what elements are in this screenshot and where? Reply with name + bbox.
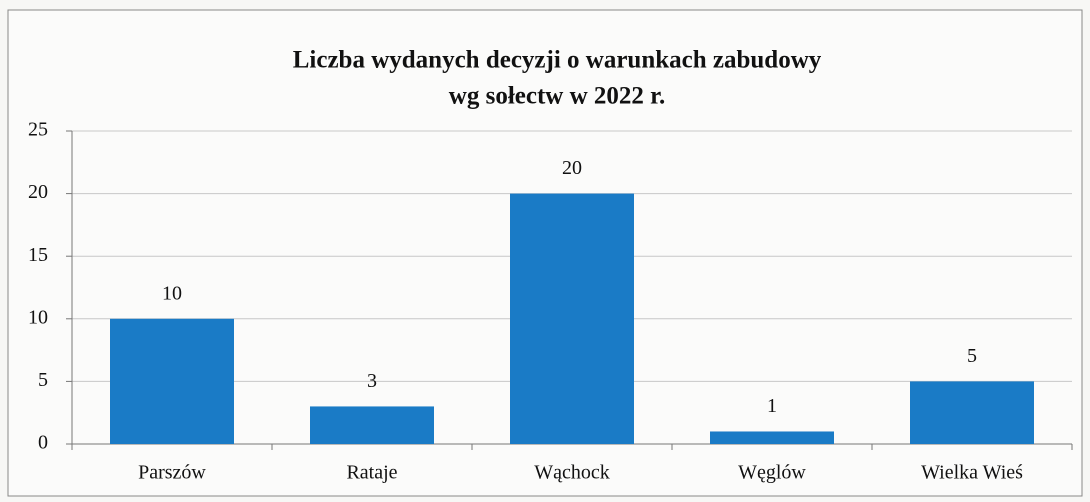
bar [910,381,1034,444]
y-tick-label: 10 [28,306,48,328]
data-label: 5 [967,345,977,367]
bar [510,193,634,444]
y-tick-label: 0 [38,432,48,454]
y-tick-label: 15 [28,244,48,266]
x-tick-label: Wąchock [534,462,610,484]
bar [310,406,434,444]
y-tick-label: 5 [38,369,48,391]
x-tick-label: Wielka Wieś [921,462,1023,484]
y-tick-label: 20 [28,181,48,203]
bar [710,431,834,444]
data-label: 10 [162,282,182,304]
x-tick-label: Rataje [346,462,397,484]
y-tick-label: 25 [28,119,48,141]
chart-subtitle: wg sołectw w 2022 r. [449,83,665,110]
x-tick-label: Węglów [738,462,806,484]
data-label: 3 [367,370,377,392]
chart-title: Liczba wydanych decyzji o warunkach zabu… [293,47,822,74]
bar [110,318,234,444]
data-label: 1 [767,395,777,417]
data-label: 20 [562,157,582,179]
x-tick-label: Parszów [138,462,206,484]
